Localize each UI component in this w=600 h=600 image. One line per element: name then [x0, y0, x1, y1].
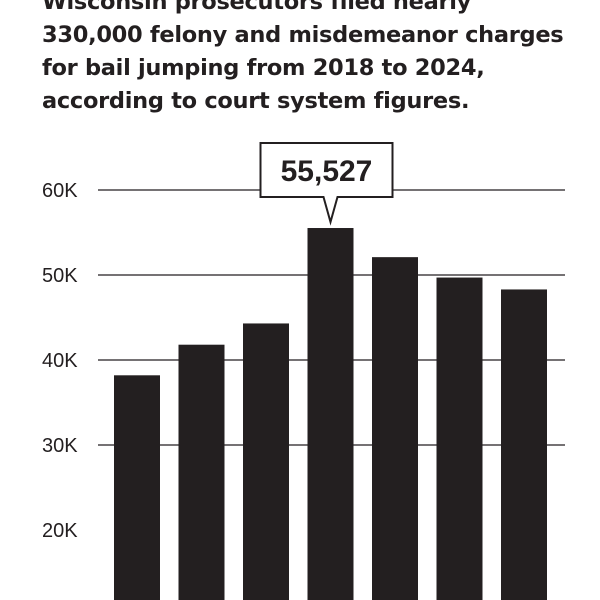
bar-2020	[243, 323, 289, 600]
headline-line-2: 330,000 felony and misdemeanor charges	[42, 22, 564, 48]
y-tick-label-50K: 50K	[42, 265, 78, 287]
callout-value-label: 55,527	[281, 155, 373, 188]
y-tick-label-60K: 60K	[42, 180, 78, 202]
bars	[114, 228, 547, 600]
callout-box	[259, 142, 394, 226]
bar-2018	[114, 375, 160, 600]
bar-2019	[178, 344, 225, 600]
headline-line-3: for bail jumping from 2018 to 2024,	[42, 55, 485, 81]
chart-headline: Wisconsin prosecutors filed nearly 330,0…	[42, 0, 582, 118]
headline-line-4: according to court system figures.	[42, 88, 470, 114]
y-tick-label-20K: 20K	[42, 520, 78, 542]
y-tick-label-40K: 40K	[42, 350, 78, 372]
y-tick-label-30K: 30K	[42, 435, 78, 457]
y-axis-labels: 20K 30K 40K 50K 60K	[42, 180, 78, 542]
bar-2023	[436, 277, 483, 600]
peak-callout: 55,527	[259, 142, 394, 226]
bar-2022	[372, 257, 418, 600]
bar-2021	[307, 228, 354, 600]
headline-line-1: Wisconsin prosecutors filed nearly	[42, 0, 472, 15]
bar-2024	[501, 289, 547, 600]
